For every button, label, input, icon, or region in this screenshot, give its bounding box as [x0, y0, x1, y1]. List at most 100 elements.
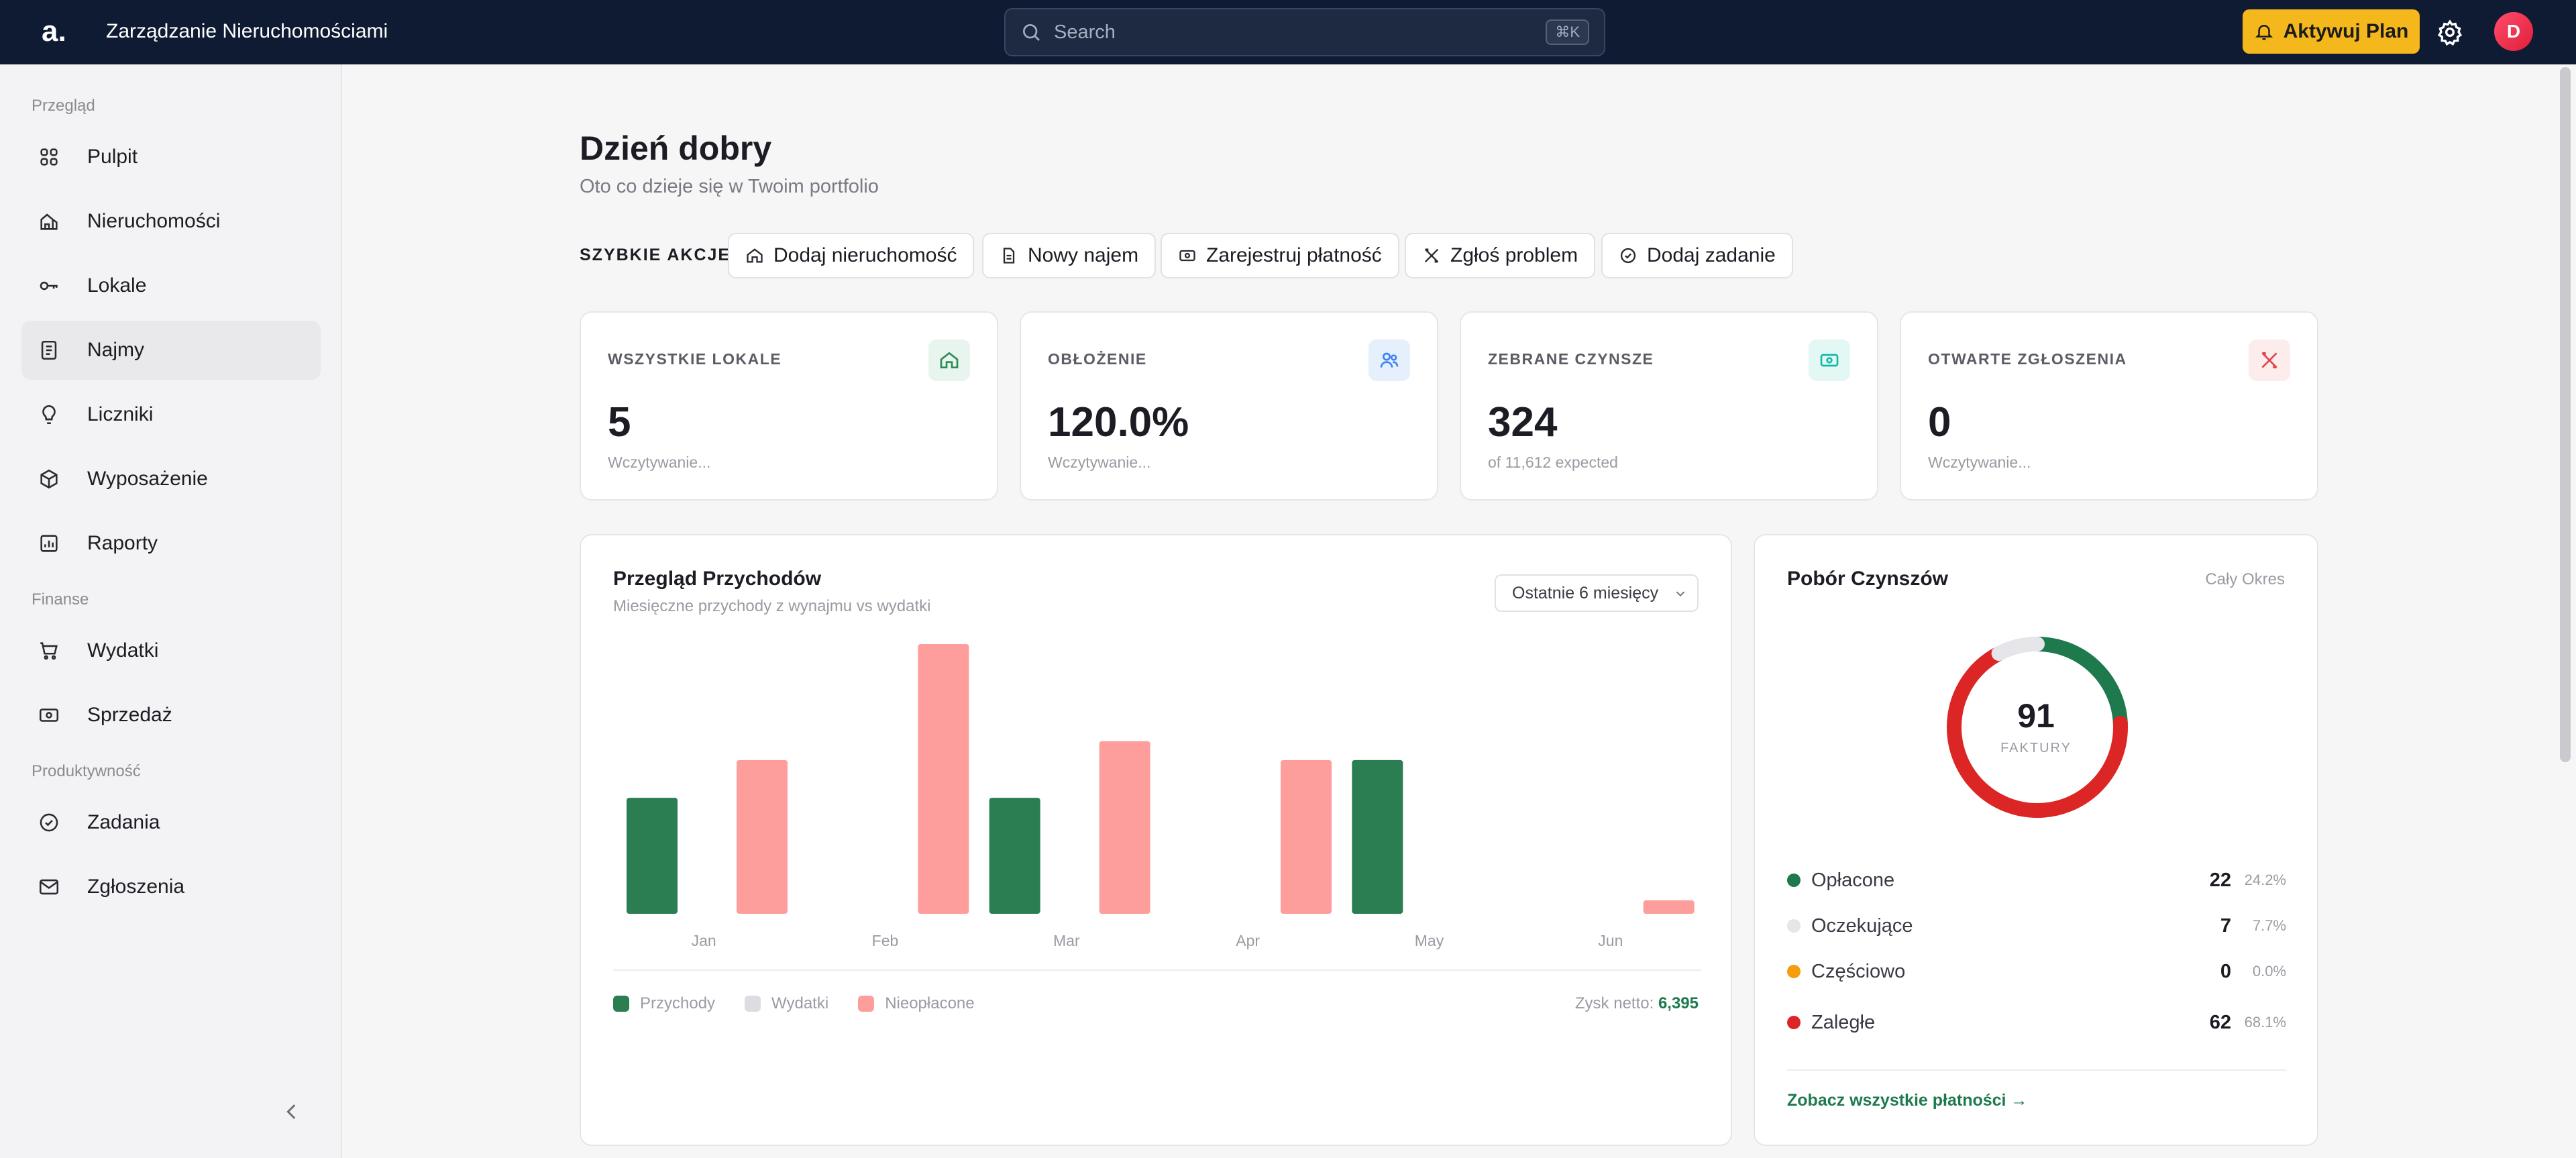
donut-total-label: FAKTURY [2000, 741, 2072, 755]
legend-label: Nieopłacone [885, 994, 975, 1012]
x-tick-label: May [1415, 932, 1444, 949]
sidebar-item-pulpit[interactable]: Pulpit [21, 127, 321, 187]
app-logo[interactable]: a. [42, 15, 66, 48]
rent-period: Cały Okres [2205, 570, 2285, 588]
kpi-sub: Wczytywanie... [608, 454, 711, 471]
bar-nieopłacone[interactable] [1281, 759, 1332, 914]
sidebar-item-label: Zadania [87, 811, 160, 833]
document-icon [1003, 248, 1015, 264]
sidebar-item-wyposazenie[interactable]: Wyposażenie [21, 450, 321, 509]
status-dot [1787, 1016, 1801, 1029]
home-icon [747, 248, 763, 263]
net-profit: Zysk netto: 6,395 [1575, 994, 1699, 1013]
search-shortcut: ⌘K [1546, 19, 1589, 45]
building-icon [40, 213, 58, 230]
new-lease-label: Nowy najem [1028, 244, 1139, 266]
status-dot [1787, 919, 1801, 933]
money-icon [39, 708, 59, 722]
sidebar-item-najmy[interactable]: Najmy [21, 321, 321, 380]
divider [1787, 1069, 2286, 1071]
kpi-value: 324 [1488, 399, 1558, 445]
kpi-icon-wrapper [1809, 339, 1850, 381]
status-label: Zaległe [1811, 1011, 1876, 1033]
mail-icon [39, 879, 59, 895]
grid-icon [40, 148, 58, 166]
kpi-icon-wrapper [2249, 339, 2290, 381]
key-icon [40, 281, 58, 291]
sidebar-item-raporty[interactable]: Raporty [21, 514, 321, 573]
revenue-card: Przegląd Przychodów Miesięczne przychody… [580, 534, 1732, 1146]
tools-icon [1424, 248, 1439, 263]
report-issue-label: Zgłoś problem [1450, 244, 1578, 266]
users-icon [1380, 352, 1399, 368]
report-icon [40, 535, 58, 552]
kpi-sub: Wczytywanie... [1048, 454, 1151, 471]
revenue-chart: Jan Feb Mar Apr May Jun [613, 644, 1701, 971]
sidebar-item-liczniki[interactable]: Liczniki [21, 385, 321, 444]
activate-plan-button[interactable]: Aktywuj Plan [2243, 9, 2420, 54]
bar-nieopłacone[interactable] [1099, 741, 1150, 914]
register-payment-button[interactable]: Zarejestruj płatność [1161, 233, 1399, 278]
sidebar-item-lokale[interactable]: Lokale [21, 256, 321, 315]
legend-swatch [858, 996, 875, 1012]
legend-label: Przychody [640, 994, 716, 1012]
collapse-sidebar-icon[interactable] [280, 1100, 303, 1123]
status-dot [1787, 965, 1801, 978]
legend-item-revenue: Przychody [613, 994, 715, 1013]
bar-nieopłacone[interactable] [737, 759, 788, 914]
bar-przychody[interactable] [627, 798, 678, 914]
report-issue-button[interactable]: Zgłoś problem [1405, 233, 1596, 278]
bar-przychody[interactable] [1352, 759, 1403, 914]
x-tick-label: Jun [1598, 932, 1623, 949]
sidebar-item-label: Zgłoszenia [87, 876, 185, 898]
gear-icon[interactable] [2436, 19, 2463, 46]
bar-nieopłacone[interactable] [918, 644, 969, 914]
kpi-label: WSZYSTKIE LOKALE [608, 350, 782, 368]
donut-segment[interactable] [1947, 637, 2128, 818]
status-label: Opłacone [1811, 869, 1895, 891]
rent-donut-chart [1947, 637, 2128, 818]
bar-nieopłacone[interactable] [1643, 900, 1695, 914]
sidebar-section-overview: Przegląd [32, 97, 95, 115]
activate-plan-label: Aktywuj Plan [2283, 20, 2409, 42]
page-scrollbar[interactable] [2560, 67, 2571, 762]
sidebar-item-nieruchomosci[interactable]: Nieruchomości [21, 192, 321, 251]
sidebar-item-wydatki[interactable]: Wydatki [21, 621, 321, 680]
sidebar-item-zgloszenia[interactable]: Zgłoszenia [21, 857, 321, 916]
kpi-label: OBŁOŻENIE [1048, 350, 1147, 368]
sidebar-item-sprzedaz[interactable]: Sprzedaż [21, 686, 321, 745]
status-count: 7 [2220, 914, 2231, 937]
sidebar-item-label: Wydatki [87, 639, 159, 662]
kpi-sub: of 11,612 expected [1488, 454, 1618, 471]
x-tick-label: Jan [692, 932, 716, 949]
see-all-payments-link[interactable]: Zobacz wszystkie płatności → [1787, 1091, 2028, 1110]
donut-segment[interactable] [1947, 637, 2128, 818]
chart-legend: Przychody Wydatki Nieopłacone [613, 994, 975, 1013]
add-task-button[interactable]: Dodaj zadanie [1601, 233, 1793, 278]
avatar[interactable]: D [2494, 12, 2533, 51]
add-property-button[interactable]: Dodaj nieruchomość [728, 233, 975, 278]
box-icon [40, 469, 58, 489]
x-tick-label: Feb [872, 932, 899, 949]
period-select[interactable]: Ostatnie 6 miesięcy [1495, 574, 1699, 612]
search-input[interactable]: Search ⌘K [1004, 8, 1605, 56]
kpi-value: 120.0% [1048, 399, 1189, 445]
sidebar-item-zadania[interactable]: Zadania [21, 793, 321, 852]
check-circle-icon [40, 813, 58, 832]
bar-przychody[interactable] [989, 798, 1040, 914]
status-count: 0 [2220, 960, 2231, 982]
legend-swatch [745, 996, 761, 1012]
revenue-subtitle: Miesięczne przychody z wynajmu vs wydatk… [613, 597, 931, 615]
rent-collection-card: Pobór Czynszów Cały Okres 91 FAKTURY Opł… [1754, 534, 2318, 1146]
kpi-icon-wrapper [928, 339, 970, 381]
kpi-value: 0 [1928, 399, 1951, 445]
page-subtitle: Oto co dzieje się w Twoim portfolio [580, 176, 879, 197]
app-title: Zarządzanie Nieruchomościami [106, 20, 388, 42]
sidebar-section-productivity: Produktywność [32, 762, 141, 780]
new-lease-button[interactable]: Nowy najem [982, 233, 1157, 278]
chevron-down-icon [1676, 591, 1685, 597]
search-placeholder: Search [1054, 21, 1116, 43]
page-title: Dzień dobry [580, 129, 772, 167]
status-label: Oczekujące [1811, 914, 1913, 937]
rent-status-partial: Częściowo 0 0.0% [1787, 958, 2286, 985]
